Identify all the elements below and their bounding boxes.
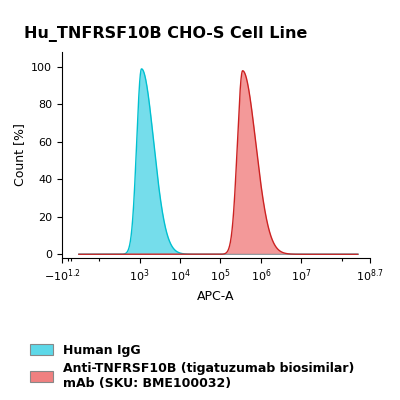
X-axis label: APC-A: APC-A <box>197 290 235 303</box>
Legend: Human IgG, Anti-TNFRSF10B (tigatuzumab biosimilar)
mAb (SKU: BME100032): Human IgG, Anti-TNFRSF10B (tigatuzumab b… <box>30 344 354 390</box>
Y-axis label: Count [%]: Count [%] <box>13 124 26 186</box>
Text: Hu_TNFRSF10B CHO-S Cell Line: Hu_TNFRSF10B CHO-S Cell Line <box>24 26 307 42</box>
